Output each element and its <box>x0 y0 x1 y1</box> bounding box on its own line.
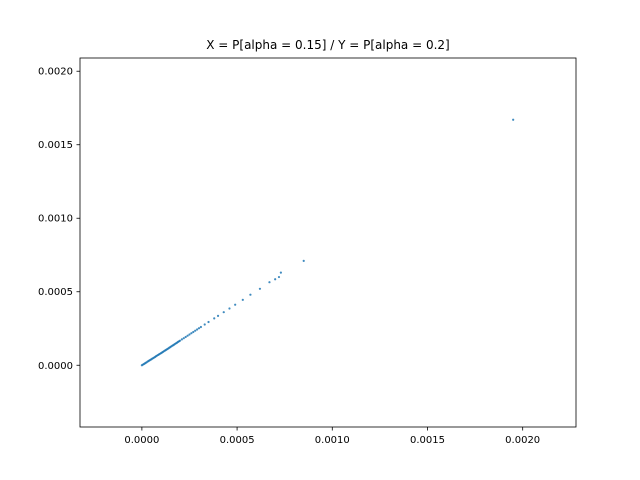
data-point <box>512 118 515 121</box>
data-point <box>234 303 237 306</box>
data-point <box>203 323 206 326</box>
y-tick-label: 0.0010 <box>38 214 73 225</box>
data-point <box>192 330 195 334</box>
data-point <box>213 317 216 320</box>
data-point <box>279 271 282 274</box>
data-point <box>180 338 183 341</box>
plot-frame <box>79 57 577 428</box>
x-tick-label: 0.0000 <box>124 435 159 446</box>
y-tick-label: 0.0015 <box>38 140 73 151</box>
data-point <box>228 307 231 310</box>
y-tick-label: 0.0005 <box>38 287 73 298</box>
data-point <box>222 311 225 314</box>
x-tick-label: 0.0020 <box>505 435 540 446</box>
data-point <box>277 275 281 279</box>
data-point <box>216 314 220 317</box>
y-tick-label: 0.0000 <box>38 361 73 372</box>
data-point <box>178 339 182 342</box>
data-point <box>274 278 277 281</box>
data-point <box>182 337 185 340</box>
y-tick-label: 0.0020 <box>38 67 73 78</box>
data-point <box>249 293 252 296</box>
data-point <box>194 329 197 332</box>
data-point <box>241 298 244 301</box>
data-point <box>196 328 199 331</box>
x-tick-label: 0.0015 <box>410 435 445 446</box>
data-point <box>207 320 210 324</box>
data-point <box>190 332 193 335</box>
data-point <box>188 333 191 336</box>
data-point <box>199 325 203 329</box>
data-point <box>197 327 201 330</box>
data-point <box>186 334 189 337</box>
axes-layer: 0.0000 0.0005 0.0010 0.0015 0.0020 0.0000 0.00… <box>38 57 577 446</box>
data-point <box>258 287 262 290</box>
data-point <box>302 259 305 262</box>
data-point <box>184 335 187 339</box>
chart-title: X = P[alpha = 0.15] / Y = P[alpha = 0.2] <box>206 38 450 52</box>
x-tick-label: 0.0005 <box>220 435 255 446</box>
x-tick-label: 0.0010 <box>315 435 350 446</box>
points-layer <box>140 118 515 367</box>
data-point <box>268 281 271 284</box>
